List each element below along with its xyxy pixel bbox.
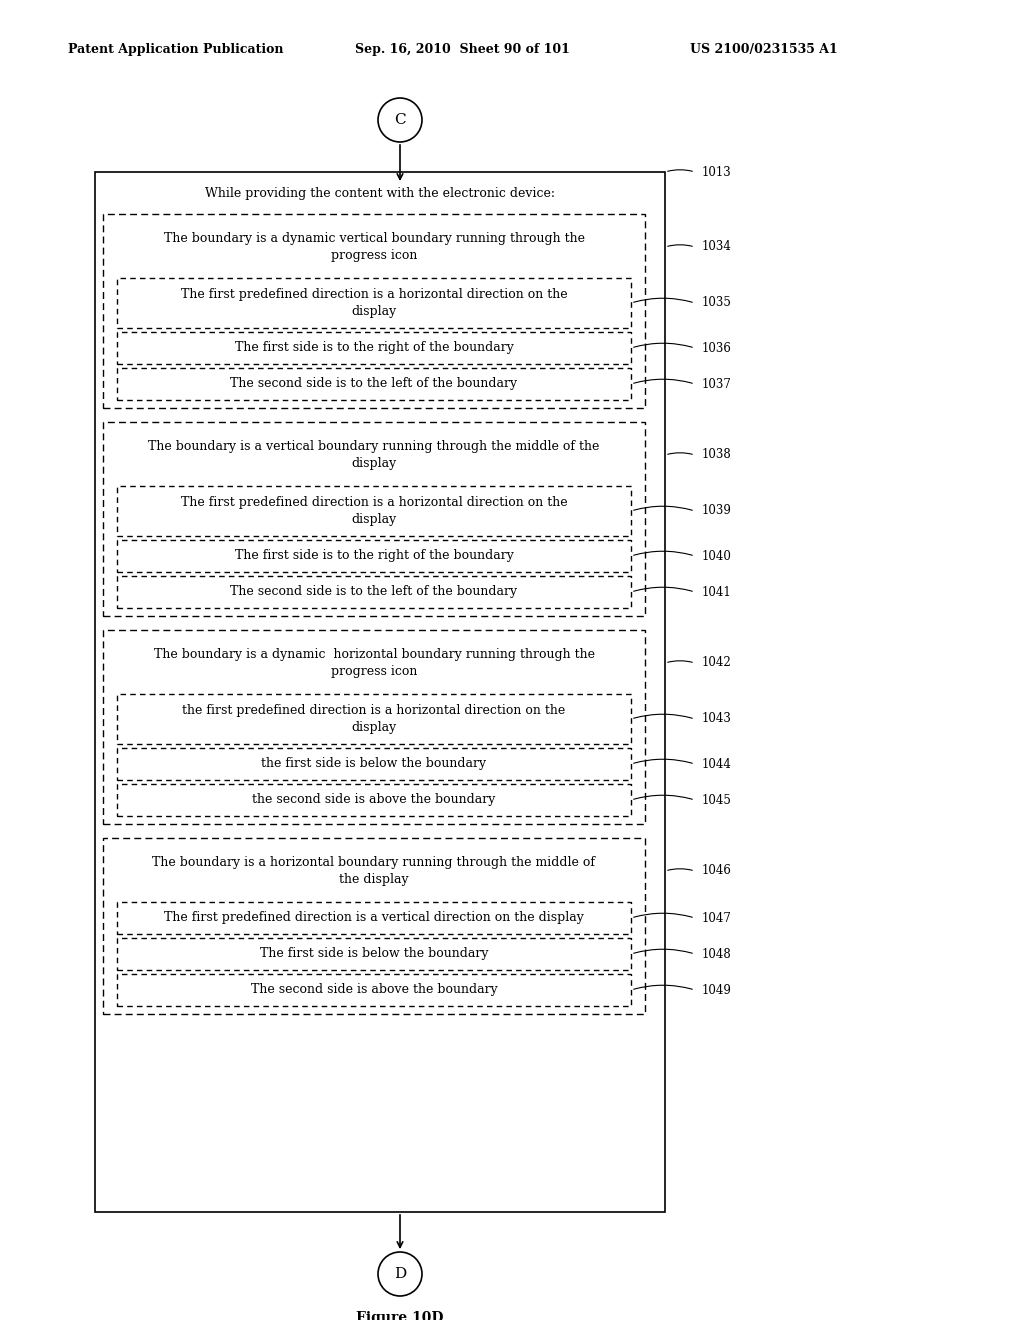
Text: US 2100/0231535 A1: US 2100/0231535 A1 bbox=[690, 44, 838, 57]
Text: 1043: 1043 bbox=[702, 713, 732, 726]
Text: The first predefined direction is a vertical direction on the display: The first predefined direction is a vert… bbox=[164, 912, 584, 924]
Bar bbox=[117, 694, 631, 744]
Text: 1042: 1042 bbox=[702, 656, 732, 669]
Bar bbox=[95, 172, 665, 1212]
Text: the second side is above the boundary: the second side is above the boundary bbox=[252, 793, 496, 807]
Bar bbox=[117, 784, 631, 816]
Bar bbox=[117, 368, 631, 400]
Bar bbox=[117, 939, 631, 970]
Text: 1013: 1013 bbox=[702, 165, 732, 178]
Text: The boundary is a vertical boundary running through the middle of the
display: The boundary is a vertical boundary runn… bbox=[148, 441, 600, 470]
Text: 1038: 1038 bbox=[702, 449, 732, 462]
Text: While providing the content with the electronic device:: While providing the content with the ele… bbox=[205, 187, 555, 201]
Bar bbox=[117, 902, 631, 935]
Text: The boundary is a horizontal boundary running through the middle of
the display: The boundary is a horizontal boundary ru… bbox=[153, 857, 596, 886]
Bar bbox=[103, 838, 645, 1014]
Text: 1035: 1035 bbox=[702, 297, 732, 309]
Text: 1036: 1036 bbox=[702, 342, 732, 355]
Text: Figure 10D: Figure 10D bbox=[356, 1311, 443, 1320]
Text: The second side is to the left of the boundary: The second side is to the left of the bo… bbox=[230, 378, 517, 391]
Text: The boundary is a dynamic vertical boundary running through the
progress icon: The boundary is a dynamic vertical bound… bbox=[164, 232, 585, 261]
Text: The first side is to the right of the boundary: The first side is to the right of the bo… bbox=[234, 342, 513, 355]
Text: The first predefined direction is a horizontal direction on the
display: The first predefined direction is a hori… bbox=[180, 288, 567, 318]
Bar bbox=[117, 486, 631, 536]
Text: The second side is above the boundary: The second side is above the boundary bbox=[251, 983, 498, 997]
Text: 1044: 1044 bbox=[702, 758, 732, 771]
Bar bbox=[117, 333, 631, 364]
Text: 1039: 1039 bbox=[702, 504, 732, 517]
Bar bbox=[117, 974, 631, 1006]
Text: D: D bbox=[394, 1267, 407, 1280]
Text: the first side is below the boundary: the first side is below the boundary bbox=[261, 758, 486, 771]
Bar bbox=[103, 214, 645, 408]
Text: C: C bbox=[394, 114, 406, 127]
Text: 1040: 1040 bbox=[702, 549, 732, 562]
Text: The first predefined direction is a horizontal direction on the
display: The first predefined direction is a hori… bbox=[180, 496, 567, 525]
Bar bbox=[117, 540, 631, 572]
Text: 1046: 1046 bbox=[702, 865, 732, 878]
Text: the first predefined direction is a horizontal direction on the
display: the first predefined direction is a hori… bbox=[182, 705, 565, 734]
Text: 1047: 1047 bbox=[702, 912, 732, 924]
Text: The first side is below the boundary: The first side is below the boundary bbox=[260, 948, 488, 961]
Text: 1049: 1049 bbox=[702, 983, 732, 997]
Text: 1045: 1045 bbox=[702, 793, 732, 807]
Text: The first side is to the right of the boundary: The first side is to the right of the bo… bbox=[234, 549, 513, 562]
Text: Sep. 16, 2010  Sheet 90 of 101: Sep. 16, 2010 Sheet 90 of 101 bbox=[355, 44, 570, 57]
Text: 1037: 1037 bbox=[702, 378, 732, 391]
Text: The boundary is a dynamic  horizontal boundary running through the
progress icon: The boundary is a dynamic horizontal bou… bbox=[154, 648, 595, 677]
Text: 1048: 1048 bbox=[702, 948, 732, 961]
Bar bbox=[117, 748, 631, 780]
Bar bbox=[103, 630, 645, 824]
Bar bbox=[117, 279, 631, 327]
Text: Patent Application Publication: Patent Application Publication bbox=[68, 44, 284, 57]
Text: 1041: 1041 bbox=[702, 586, 732, 598]
Text: The second side is to the left of the boundary: The second side is to the left of the bo… bbox=[230, 586, 517, 598]
Bar bbox=[103, 422, 645, 616]
Text: 1034: 1034 bbox=[702, 240, 732, 253]
Bar bbox=[117, 576, 631, 609]
